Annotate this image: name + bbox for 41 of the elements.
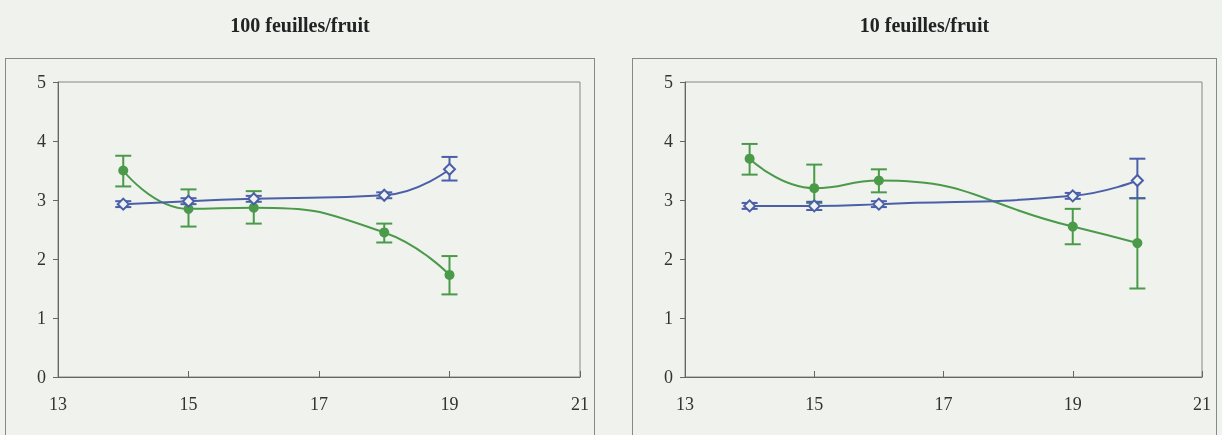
y-tick-label: 5	[664, 72, 673, 92]
point	[247, 192, 261, 206]
x-tick-label: 17	[310, 394, 328, 414]
x-tick-label: 17	[934, 394, 953, 414]
chart-title: 100 feuilles/fruit	[229, 14, 371, 37]
x-tick-label: 21	[571, 394, 589, 414]
x-tick-label: 15	[805, 394, 824, 414]
y-tick-label: 1	[37, 308, 46, 328]
y-tick-label: 5	[37, 72, 46, 92]
point	[744, 153, 755, 164]
y-tick-label: 2	[37, 249, 46, 269]
point	[872, 197, 886, 211]
point	[1132, 238, 1143, 249]
point	[248, 202, 259, 213]
point	[116, 197, 130, 211]
point	[1067, 221, 1078, 232]
x-tick-label: 19	[440, 394, 459, 414]
chart-title: 10 feuilles/fruit	[858, 14, 991, 37]
y-tick-label: 3	[664, 190, 673, 210]
y-tick-label: 1	[664, 308, 673, 328]
point	[443, 162, 456, 176]
y-tick-label: 4	[37, 131, 46, 151]
x-tick-label: 15	[179, 394, 198, 414]
y-tick-label: 4	[664, 131, 673, 151]
x-tick-label: 13	[49, 394, 67, 414]
x-tick-label: 21	[1193, 394, 1211, 414]
point	[873, 175, 884, 186]
y-tick-label: 2	[664, 249, 673, 269]
y-tick-label: 3	[37, 190, 46, 210]
point	[379, 227, 390, 238]
point	[743, 199, 757, 213]
y-tick-label: 0	[37, 367, 46, 387]
y-tick-label: 0	[664, 367, 673, 387]
point	[1130, 174, 1144, 188]
point	[809, 183, 820, 194]
point	[118, 165, 129, 176]
x-tick-label: 13	[676, 394, 694, 414]
point	[1066, 189, 1080, 203]
x-tick-label: 19	[1063, 394, 1082, 414]
point	[444, 269, 455, 280]
point	[377, 188, 391, 202]
